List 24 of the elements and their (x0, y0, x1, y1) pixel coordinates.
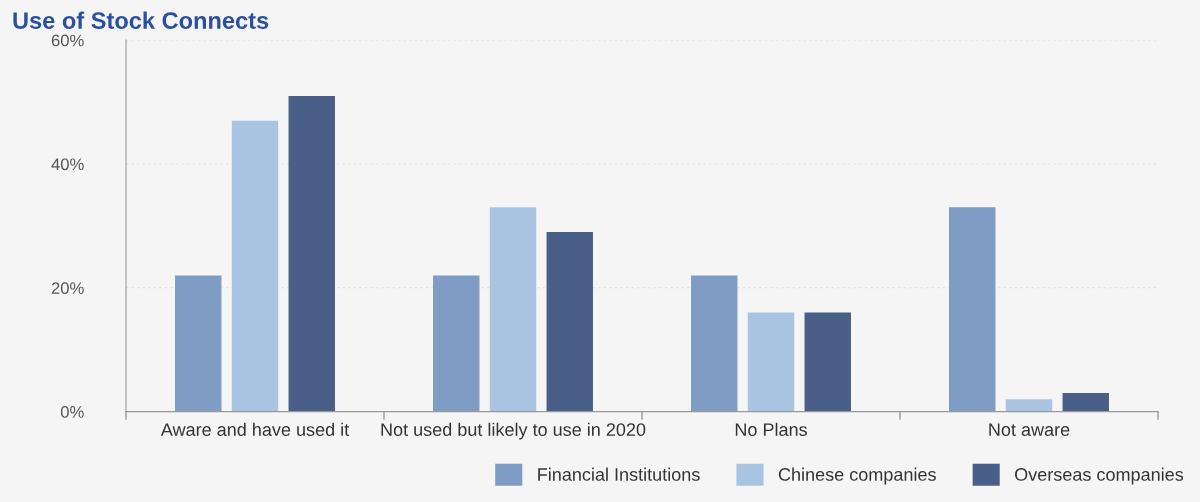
legend-label: Chinese companies (778, 467, 936, 485)
bar (231, 120, 279, 412)
bar (433, 275, 480, 412)
y-tick-label: 0% (60, 406, 84, 418)
bar (1062, 393, 1109, 412)
chart-title: Use of Stock Connects (13, 11, 269, 29)
x-tick-label: Aware and have used it (160, 422, 350, 437)
x-tick-label: Not aware (989, 423, 1070, 437)
legend-label: Financial Institutions (538, 467, 700, 481)
bar (804, 312, 851, 412)
y-tick-label: 60% (51, 34, 84, 47)
bar (1005, 399, 1053, 412)
bar (747, 312, 795, 412)
x-tick-label: Not used but likely to use in 2020 (381, 422, 646, 440)
bar (949, 207, 996, 412)
legend-label: Overseas companies (1015, 467, 1184, 485)
bar (546, 232, 593, 412)
bar (691, 275, 738, 412)
y-tick-label: 40% (51, 158, 84, 171)
x-tick-label: No Plans (735, 422, 807, 437)
bar (288, 95, 335, 412)
y-tick-label: 20% (51, 282, 84, 295)
bar (489, 207, 537, 412)
bar (175, 275, 222, 412)
